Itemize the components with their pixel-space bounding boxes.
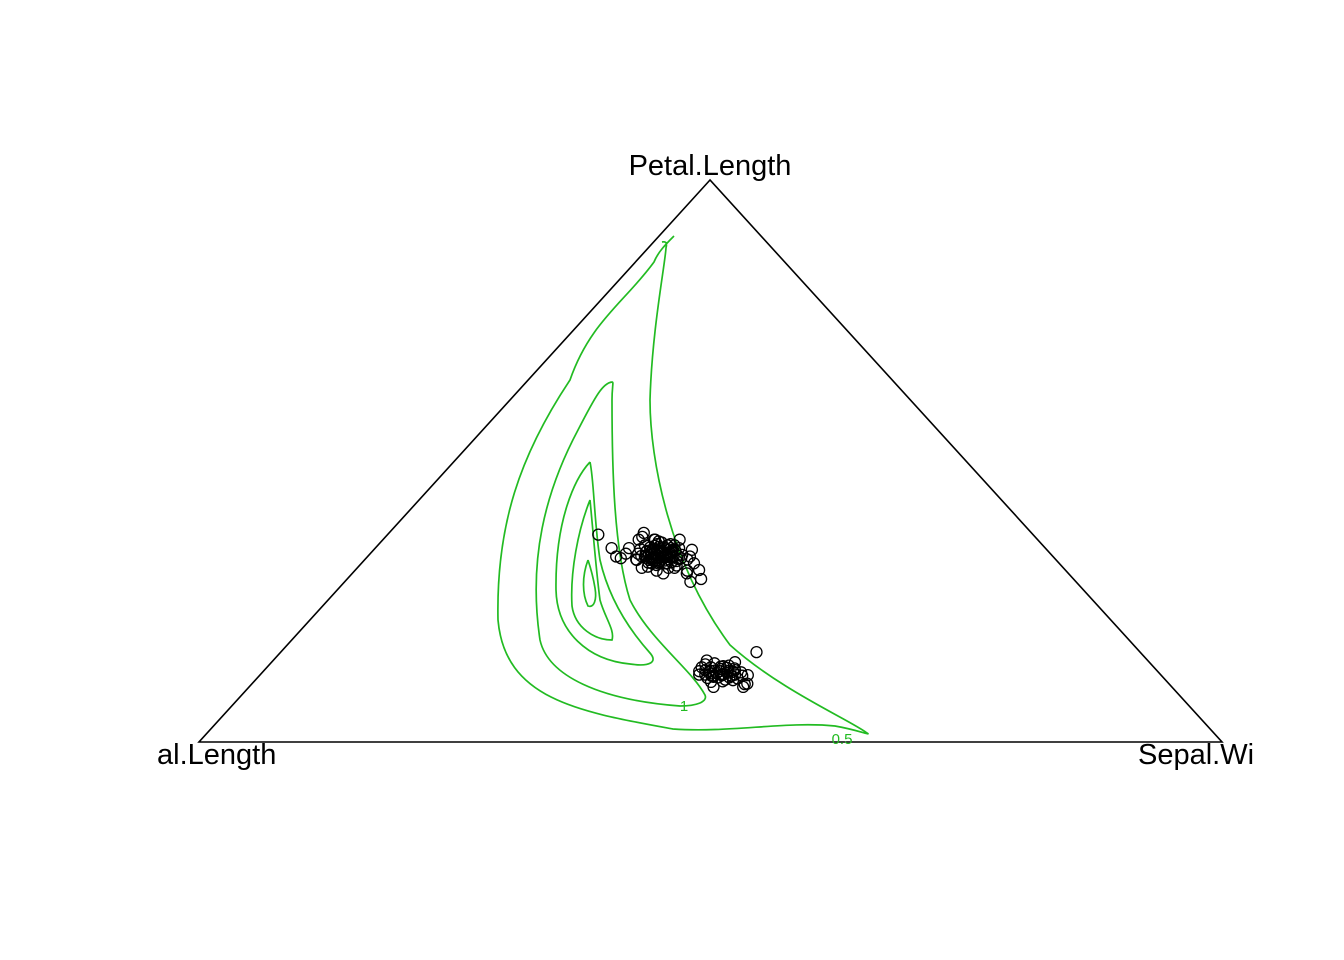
contour-line bbox=[555, 461, 654, 666]
data-point bbox=[664, 547, 678, 560]
data-point bbox=[728, 662, 741, 675]
data-point bbox=[716, 668, 729, 682]
data-point bbox=[694, 572, 708, 586]
data-point bbox=[648, 546, 661, 559]
data-point bbox=[750, 645, 763, 659]
data-point bbox=[661, 549, 675, 563]
contour-line bbox=[535, 381, 707, 707]
data-point bbox=[703, 664, 717, 677]
data-point bbox=[614, 552, 627, 565]
data-point bbox=[685, 543, 699, 556]
contour-line bbox=[570, 499, 614, 641]
contour-line bbox=[582, 559, 597, 608]
vertex-label-left: al.Length bbox=[157, 739, 276, 771]
contour-labels: 0.51 bbox=[680, 698, 853, 748]
data-point bbox=[741, 677, 754, 690]
data-point bbox=[622, 541, 636, 555]
data-point bbox=[737, 680, 750, 694]
vertex-label-right: Sepal.Wi bbox=[1138, 739, 1254, 771]
data-point bbox=[673, 533, 686, 546]
data-point bbox=[683, 550, 697, 563]
vertex-label-top: Petal.Length bbox=[629, 150, 792, 182]
data-point bbox=[714, 660, 727, 673]
contour-line bbox=[497, 235, 869, 735]
data-point bbox=[592, 528, 605, 541]
data-point bbox=[652, 557, 665, 570]
data-point bbox=[741, 668, 754, 682]
data-point bbox=[728, 656, 742, 669]
data-point bbox=[632, 533, 645, 546]
data-point bbox=[693, 668, 706, 681]
data-point bbox=[705, 670, 719, 683]
data-point bbox=[632, 547, 645, 560]
data-point bbox=[692, 563, 706, 577]
data-point bbox=[699, 663, 712, 677]
data-points bbox=[592, 526, 763, 694]
data-point bbox=[675, 552, 688, 565]
contour-label: 0.5 bbox=[832, 731, 853, 748]
data-point bbox=[647, 550, 660, 564]
data-point bbox=[725, 670, 738, 683]
density-contours bbox=[497, 235, 869, 735]
contour-label: 1 bbox=[680, 698, 688, 715]
data-point bbox=[605, 541, 618, 555]
ternary-triangle bbox=[197, 178, 1224, 743]
